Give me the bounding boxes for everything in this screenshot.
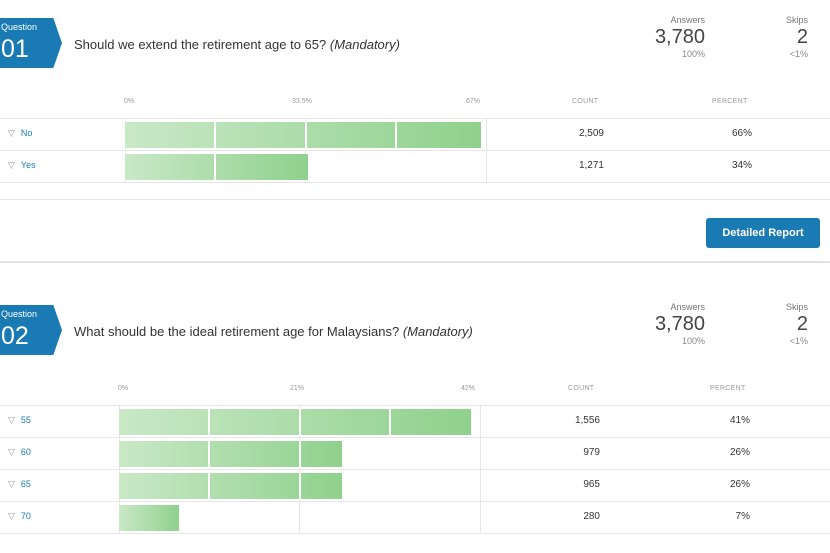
question-badge: Question 02	[0, 305, 62, 355]
answer-count: 2,509	[578, 128, 604, 139]
filter-icon[interactable]: ▽	[8, 128, 15, 138]
answer-label-text: 70	[20, 511, 31, 521]
answer-count: 979	[583, 447, 600, 458]
answer-percent: 34%	[731, 160, 752, 171]
answer-bar	[119, 473, 342, 499]
answers-stat: Answers 3,780 100%	[655, 15, 705, 59]
table-end-divider	[0, 182, 830, 183]
axis-tick-label: 0%	[118, 385, 129, 392]
answer-count: 965	[583, 479, 600, 490]
question-badge-number: 01	[1, 35, 29, 63]
bar-segment-divider	[208, 473, 210, 499]
answers-label: Answers	[670, 15, 705, 25]
skips-value: 2	[796, 26, 808, 48]
question-badge-word: Question	[1, 309, 38, 319]
answer-label[interactable]: ▽ 55	[8, 415, 31, 426]
answer-bar	[125, 122, 481, 148]
skips-value: 2	[796, 313, 808, 335]
answer-bar	[119, 441, 342, 467]
answer-label[interactable]: ▽ 65	[8, 479, 31, 490]
answer-label-text: Yes	[20, 160, 36, 170]
bar-segment-divider	[305, 122, 307, 148]
answer-row[interactable]: ▽ No 2,509 66%	[0, 118, 830, 151]
question-title: What should be the ideal retirement age …	[74, 324, 473, 339]
answers-stat: Answers 3,780 100%	[655, 302, 705, 346]
answer-label[interactable]: ▽ No	[8, 128, 32, 139]
question-separator	[0, 261, 830, 263]
bar-axis: 0% 33.5% 67%	[0, 98, 830, 110]
skips-label: Skips	[785, 302, 808, 312]
axis-tick-label: 0%	[124, 98, 135, 105]
percent-header: PERCENT	[710, 385, 746, 392]
skips-percent: <1%	[789, 49, 808, 59]
count-header: COUNT	[568, 385, 595, 392]
question-title-text: Should we extend the retirement age to 6…	[74, 37, 327, 52]
bar-segment-divider	[208, 441, 210, 467]
answer-row[interactable]: ▽ 60 979 26%	[0, 437, 830, 470]
bar-segment-divider	[299, 473, 301, 499]
answer-label-text: No	[20, 128, 33, 138]
skips-stat: Skips 2 <1%	[786, 302, 808, 346]
bar-segment-divider	[214, 154, 216, 180]
bar-segment-divider	[395, 122, 397, 148]
axis-tick-label: 67%	[466, 98, 481, 105]
bar-segment-divider	[299, 441, 301, 467]
skips-label: Skips	[785, 15, 808, 25]
answer-percent: 7%	[735, 511, 750, 522]
answer-bar	[119, 409, 471, 435]
question-badge-number: 02	[1, 322, 29, 350]
skips-percent: <1%	[789, 336, 808, 346]
table-bottom-divider	[0, 199, 830, 200]
answer-count: 1,556	[574, 415, 600, 426]
answers-value: 3,780	[654, 313, 705, 335]
answer-bar	[119, 505, 179, 531]
answer-label[interactable]: ▽ 70	[8, 511, 31, 522]
mandatory-label: (Mandatory)	[329, 37, 400, 52]
mandatory-label: (Mandatory)	[402, 324, 473, 339]
question-title: Should we extend the retirement age to 6…	[74, 37, 400, 52]
answer-row[interactable]: ▽ 70 280 7%	[0, 501, 830, 534]
bar-segment-divider	[299, 409, 301, 435]
question-title-text: What should be the ideal retirement age …	[74, 324, 400, 339]
answer-percent: 26%	[729, 479, 750, 490]
answers-percent: 100%	[681, 336, 705, 346]
answer-row[interactable]: ▽ 65 965 26%	[0, 469, 830, 502]
answer-label-text: 55	[20, 415, 31, 425]
detailed-report-button[interactable]: Detailed Report	[706, 218, 820, 248]
answer-row[interactable]: ▽ Yes 1,271 34%	[0, 150, 830, 183]
axis-tick-label: 42%	[461, 385, 476, 392]
bar-segment-divider	[208, 409, 210, 435]
filter-icon[interactable]: ▽	[8, 447, 15, 457]
answers-value: 3,780	[654, 26, 705, 48]
bar-segment-divider	[389, 409, 391, 435]
answer-label-text: 65	[20, 479, 31, 489]
count-header: COUNT	[572, 98, 599, 105]
question-badge-word: Question	[1, 22, 38, 32]
bar-axis: 0% 21% 42%	[0, 385, 830, 397]
answer-percent: 66%	[731, 128, 752, 139]
answer-count: 280	[583, 511, 600, 522]
answer-bar	[125, 154, 308, 180]
answer-percent: 41%	[729, 415, 750, 426]
answer-label[interactable]: ▽ Yes	[8, 160, 36, 171]
answer-count: 1,271	[578, 160, 604, 171]
table-end-divider	[0, 533, 830, 534]
answer-percent: 26%	[729, 447, 750, 458]
bar-segment-divider	[214, 122, 216, 148]
axis-tick-label: 21%	[290, 385, 305, 392]
filter-icon[interactable]: ▽	[8, 479, 15, 489]
filter-icon[interactable]: ▽	[8, 160, 15, 170]
answer-row[interactable]: ▽ 55 1,556 41%	[0, 405, 830, 438]
answer-label[interactable]: ▽ 60	[8, 447, 31, 458]
filter-icon[interactable]: ▽	[8, 415, 15, 425]
skips-stat: Skips 2 <1%	[786, 15, 808, 59]
question-badge: Question 01	[0, 18, 62, 68]
axis-tick-label: 33.5%	[292, 98, 312, 105]
percent-header: PERCENT	[712, 98, 748, 105]
answers-percent: 100%	[681, 49, 705, 59]
filter-icon[interactable]: ▽	[8, 511, 15, 521]
answers-label: Answers	[670, 302, 705, 312]
answer-label-text: 60	[20, 447, 31, 457]
